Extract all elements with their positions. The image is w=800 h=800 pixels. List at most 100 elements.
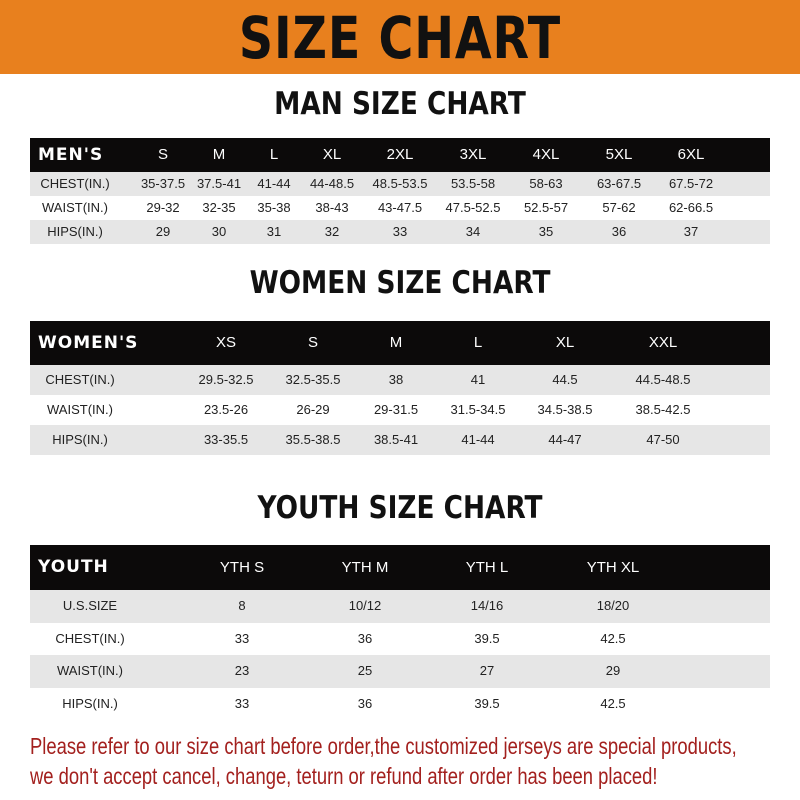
size-column-header: 2XL [386,146,414,163]
row-label: CHEST(IN.) [40,176,110,191]
measurement-cell: 37.5-41 [196,176,242,191]
measurement-cell: 48.5-53.5 [372,176,428,191]
youth-header-row: YOUTH YTH S YTH M YTH L YTH XL [30,545,770,590]
measurement-cell: 23 [234,663,250,678]
women-header-row: WOMEN'S XS S M L XL XXL [30,321,770,365]
measurement-cell: 34.5-38.5 [537,402,593,417]
row-label: CHEST(IN.) [45,372,115,387]
table-row: CHEST(IN.) 35-37.5 37.5-41 41-44 44-48.5 48.5… [30,172,770,196]
size-column-header: L [269,146,279,163]
size-column-header: XXL [648,334,678,351]
size-column-header: 4XL [532,146,560,163]
measurement-cell: 41-44 [461,432,495,447]
table-row: U.S.SIZE 8 10/12 14/16 18/20 [30,590,770,623]
measurement-cell: 30 [211,224,227,239]
measurement-cell: 26-29 [296,402,330,417]
measurement-cell: 33 [234,695,250,711]
table-row: HIPS(IN.) 29 30 31 32 33 34 35 36 37 [30,220,770,244]
size-column-header: YTH M [341,559,389,576]
measurement-cell: 39.5 [474,695,500,711]
measurement-cell: 29.5-32.5 [198,372,254,387]
size-column-header: L [473,334,483,351]
measurement-cell: 41-44 [257,176,291,191]
size-column-header: YTH L [465,559,509,576]
size-column-header: 5XL [605,146,633,163]
row-label: WAIST(IN.) [42,200,108,215]
size-column-header: S [157,146,169,163]
measurement-cell: 34 [465,224,481,239]
women-section-title: WOMEN SIZE CHART [249,265,551,301]
measurement-cell: 67.5-72 [668,176,714,191]
measurement-cell: 47-50 [646,432,680,447]
row-label: HIPS(IN.) [47,224,103,239]
measurement-cell: 18/20 [596,598,630,613]
measurement-cell: 14/16 [470,598,504,613]
measurement-cell: 44-47 [548,432,582,447]
measurement-cell: 23.5-26 [203,402,249,417]
size-column-header: YTH S [219,559,265,576]
measurement-cell: 63-67.5 [596,176,642,191]
measurement-cell: 44.5-48.5 [635,372,691,387]
measurement-cell: 8 [238,598,246,613]
measurement-cell: 52.5-57 [523,200,569,215]
women-header-label: WOMEN'S [38,333,139,353]
size-column-header: XL [555,334,575,351]
men-section-title: MAN SIZE CHART [274,86,526,122]
measurement-cell: 62-66.5 [668,200,714,215]
measurement-cell: 29-31.5 [373,402,419,417]
measurement-cell: 32-35 [202,200,236,215]
measurement-cell: 44.5 [552,372,578,387]
measurement-cell: 38.5-41 [373,432,419,447]
measurement-cell: 31 [266,224,282,239]
banner-title: SIZE CHART [238,4,562,72]
footer-notice-line-2: we don't accept cancel, change, teturn o… [30,763,658,789]
row-label: WAIST(IN.) [57,663,123,678]
measurement-cell: 44-48.5 [309,176,355,191]
table-row: HIPS(IN.) 33 36 39.5 42.5 [30,687,770,720]
measurement-cell: 31.5-34.5 [450,402,506,417]
table-row: HIPS(IN.) 33-35.5 35.5-38.5 38.5-41 41-44 44-… [30,425,770,455]
measurement-cell: 57-62 [602,200,636,215]
measurement-cell: 32.5-35.5 [285,372,341,387]
table-row: WAIST(IN.) 23.5-26 26-29 29-31.5 31.5-34.5 34… [30,395,770,425]
men-header-label: MEN'S [38,145,104,165]
women-size-table: WOMEN'S XS S M L XL XXL CHEST(IN.) 29.5-32.5 32.5… [30,321,770,455]
measurement-cell: 36 [611,224,627,239]
measurement-cell: 35-38 [257,200,291,215]
banner: SIZE CHART [0,0,800,74]
measurement-cell: 33 [392,224,408,239]
size-column-header: M [389,334,403,351]
measurement-cell: 35-37.5 [140,176,186,191]
measurement-cell: 32 [324,224,340,239]
measurement-cell: 33 [234,630,250,646]
measurement-cell: 38.5-42.5 [635,402,691,417]
row-label: HIPS(IN.) [52,432,108,447]
measurement-cell: 29 [605,663,621,678]
men-header-row: MEN'S S M L XL 2XL 3XL 4XL 5XL 6XL [30,138,770,172]
size-column-header: S [307,334,319,351]
size-column-header: 3XL [459,146,487,163]
men-size-table: MEN'S S M L XL 2XL 3XL 4XL 5XL 6XL CHEST(IN.) 35-37… [30,138,770,244]
measurement-cell: 37 [683,224,699,239]
size-column-header: 6XL [677,146,705,163]
size-column-header: M [212,146,226,163]
measurement-cell: 29-32 [146,200,180,215]
size-column-header: XL [322,146,342,163]
table-row: CHEST(IN.) 29.5-32.5 32.5-35.5 38 41 44.5 44.5… [30,365,770,395]
table-row: WAIST(IN.) 29-32 32-35 35-38 38-43 43-47.5 47.… [30,196,770,220]
measurement-cell: 53.5-58 [450,176,496,191]
measurement-cell: 10/12 [348,598,382,613]
table-row: WAIST(IN.) 23 25 27 29 [30,655,770,688]
row-label: U.S.SIZE [62,598,118,613]
measurement-cell: 42.5 [600,630,626,646]
measurement-cell: 38 [388,372,404,387]
table-row: CHEST(IN.) 33 36 39.5 42.5 [30,622,770,655]
size-column-header: YTH XL [586,559,640,576]
measurement-cell: 27 [479,663,495,678]
footer-notice-line-1: Please refer to our size chart before or… [30,733,737,759]
measurement-cell: 36 [357,695,373,711]
measurement-cell: 25 [357,663,373,678]
measurement-cell: 43-47.5 [377,200,423,215]
measurement-cell: 29 [155,224,171,239]
measurement-cell: 33-35.5 [203,432,249,447]
